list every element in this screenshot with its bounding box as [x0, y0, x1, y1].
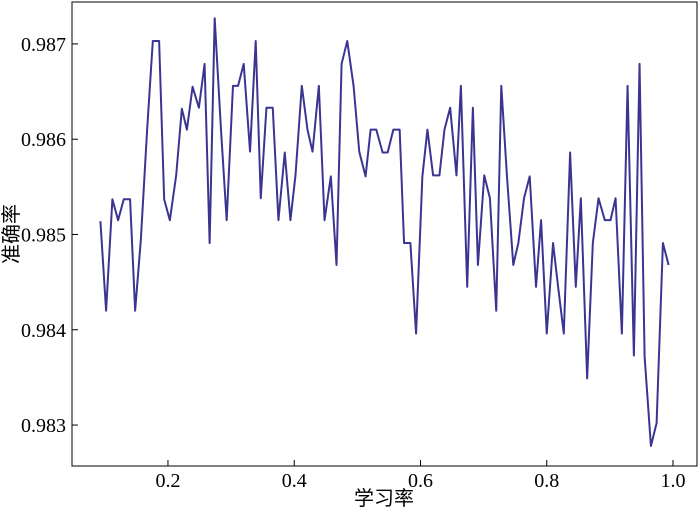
y-tick-label: 0.983 [21, 415, 66, 437]
data-line [99, 17, 670, 447]
x-tick-label: 0.2 [155, 470, 180, 492]
y-tick-label: 0.984 [21, 320, 66, 342]
plot-frame [71, 1, 698, 467]
y-axis-label: 准确率 [0, 204, 23, 264]
x-tick-label: 0.8 [534, 470, 559, 492]
x-axis-label: 学习率 [354, 487, 414, 510]
x-tick-label: 0.6 [408, 470, 433, 492]
y-tick-label: 0.985 [21, 224, 66, 246]
x-tick-label: 1.0 [661, 470, 686, 492]
y-tick-label: 0.987 [21, 34, 66, 56]
x-tick-label: 0.4 [282, 470, 307, 492]
y-tick-label: 0.986 [21, 129, 66, 151]
